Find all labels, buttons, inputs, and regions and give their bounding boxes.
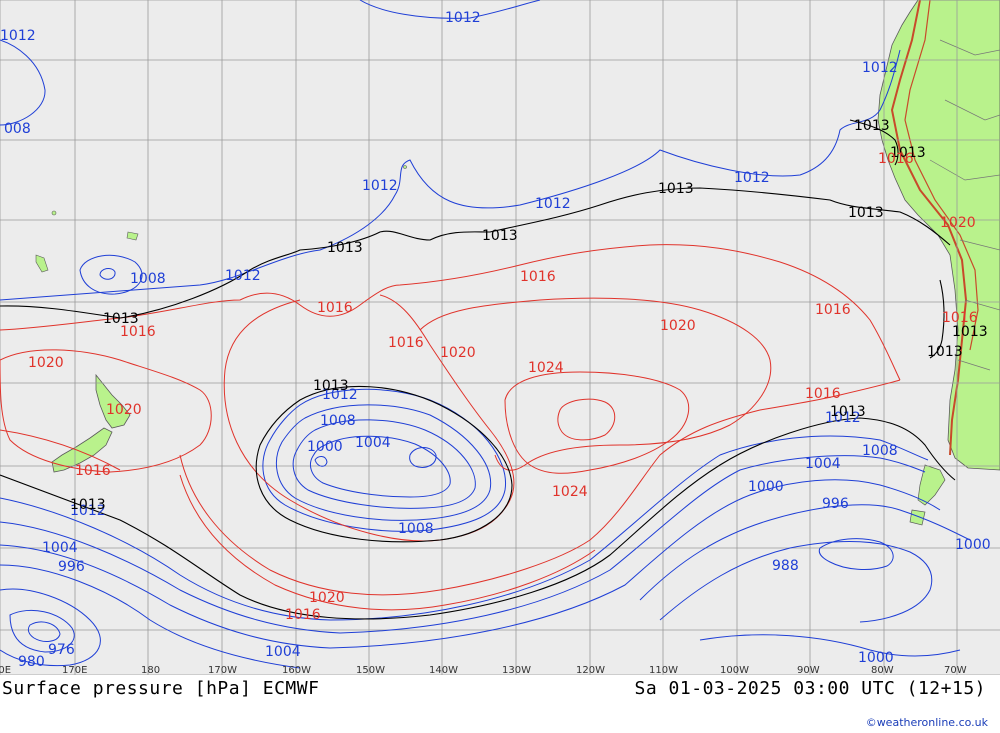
isobar-1013: [0, 119, 956, 620]
isobar-label: 1016: [388, 335, 424, 351]
longitude-label: 140W: [429, 665, 458, 675]
isobar-label: 1013: [482, 228, 518, 244]
isobar-label: 1004: [42, 540, 78, 556]
graticule: [0, 0, 1000, 675]
longitude-label: 110W: [649, 665, 678, 675]
longitude-label: 100W: [720, 665, 749, 675]
isobar-label: 1013: [327, 240, 363, 256]
map-title: Surface pressure [hPa] ECMWF: [2, 678, 320, 699]
isobar-label: 1000: [307, 439, 343, 455]
isobar-label: 1013: [952, 324, 988, 340]
isobar-label: 1013: [854, 118, 890, 134]
isobar-label: 1020: [440, 345, 476, 361]
new-zealand-north-island: [95, 373, 131, 429]
isobar-label: 1016: [317, 300, 353, 316]
longitude-label: 150W: [356, 665, 385, 675]
isobar-label: 1012: [362, 178, 398, 194]
isobar-label: 1016: [285, 607, 321, 623]
isobar-label: 1013: [890, 145, 926, 161]
isobar-label: 008: [4, 121, 31, 137]
country-borders: [929, 39, 1000, 371]
longitude-label: 70W: [944, 665, 967, 675]
longitude-label: 170E: [62, 665, 87, 675]
isobar-label: 1012: [535, 196, 571, 212]
isobar-labels: 1012 1012 1012 1012 1012 1012 1012 1012 …: [0, 0, 991, 670]
isobar-label: 1012: [225, 268, 261, 284]
ocean-background: [0, 0, 1000, 675]
isobar-label: 1024: [552, 484, 588, 500]
isobar-label: 996: [58, 559, 85, 575]
isobar-label: 1004: [265, 644, 301, 660]
isobar-label: 1016: [942, 310, 978, 326]
isobar-label: 1012: [862, 60, 898, 76]
isobar-label: 1008: [862, 443, 898, 459]
isobar-label: 1013: [848, 205, 884, 221]
isobar-label: 1024: [528, 360, 564, 376]
isobar-label: 1012: [322, 387, 358, 403]
isobar-label: 996: [822, 496, 849, 512]
pressure-map[interactable]: 1012 1012 1012 1012 1012 1012 1012 1012 …: [0, 0, 1000, 675]
isobar-label: 1020: [106, 402, 142, 418]
isobar-label: 1013: [70, 497, 106, 513]
isobar-label: 1000: [858, 650, 894, 666]
isobar-label: 1016: [878, 151, 914, 167]
isobar-label: 976: [48, 642, 75, 658]
longitude-label: 170W: [208, 665, 237, 675]
isobar-label: 1016: [805, 386, 841, 402]
isobar-label: 988: [772, 558, 799, 574]
isobar-label: 1004: [805, 456, 841, 472]
isobar-label: 1012: [734, 170, 770, 186]
longitude-label: 60E: [0, 665, 11, 675]
isobar-label: 1008: [0, 0, 36, 4]
credit-link[interactable]: ©weatheronline.co.uk: [865, 716, 988, 729]
isobar-label: 1020: [28, 355, 64, 371]
andes-highlands: [890, 0, 968, 456]
forecast-datetime: Sa 01-03-2025 03:00 UTC (12+15): [634, 678, 986, 699]
isobar-label: 1016: [120, 324, 156, 340]
isobar-label: 1016: [520, 269, 556, 285]
isobar-label: 1000: [748, 479, 784, 495]
isobar-label: 1012: [70, 503, 106, 519]
south-america-land: [877, 0, 1000, 471]
isobar-label: 1013: [927, 344, 963, 360]
longitude-label: 90W: [797, 665, 820, 675]
isobar-label: 1020: [309, 590, 345, 606]
isobar-label: 1013: [658, 181, 694, 197]
isobar-label: 1004: [355, 435, 391, 451]
isobar-label: 1000: [955, 537, 991, 553]
isobar-label: 1008: [398, 521, 434, 537]
longitude-label: 180: [141, 665, 160, 675]
isobar-label: 980: [18, 654, 45, 670]
longitude-label: 80W: [871, 665, 894, 675]
isobars-low: [0, 0, 971, 669]
isobar-label: 1008: [320, 413, 356, 429]
isobar-label: 1020: [660, 318, 696, 334]
longitude-label: 120W: [576, 665, 605, 675]
isobar-label: 1012: [0, 28, 36, 44]
isobar-label: 1012: [825, 410, 861, 426]
isobar-label: 1020: [940, 215, 976, 231]
longitude-label: 160W: [282, 665, 311, 675]
andes-highlands-2: [904, 0, 979, 351]
isobar-label: 1016: [75, 463, 111, 479]
new-zealand-south-island: [51, 427, 113, 473]
isobar-label: 1013: [103, 311, 139, 327]
isobar-label: 1013: [313, 378, 349, 394]
fuegian-islands: [909, 464, 946, 526]
isobar-label: 1016: [815, 302, 851, 318]
longitude-labels: 60E 170E 180 170W 160W 150W 140W 130W 12…: [0, 665, 967, 675]
isobar-label: 1012: [445, 10, 481, 26]
pacific-islands: [35, 165, 407, 273]
longitude-label: 130W: [502, 665, 531, 675]
isobar-label: 1013: [830, 404, 866, 420]
isobar-label: 1008: [130, 271, 166, 287]
